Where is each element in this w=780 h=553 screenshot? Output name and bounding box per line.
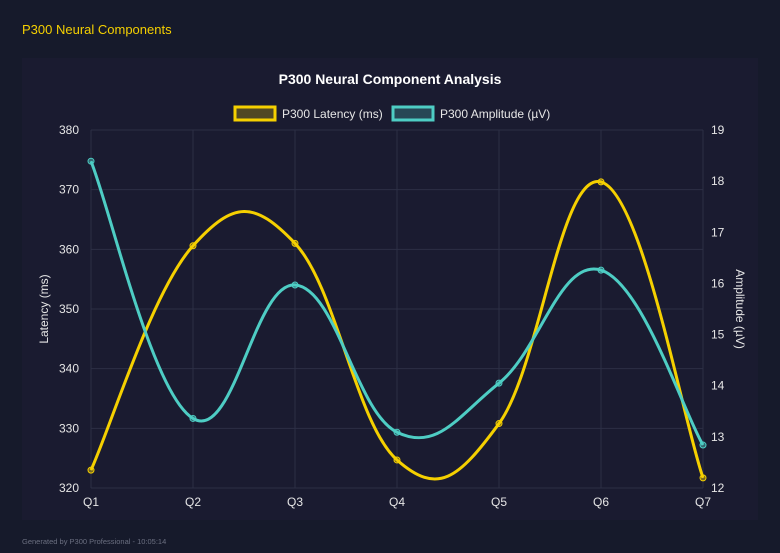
y-left-tick-label: 380 (59, 123, 79, 137)
y-left-tick-label: 330 (59, 421, 79, 435)
y-left-tick-label: 340 (59, 362, 79, 376)
y-left-tick-label: 320 (59, 481, 79, 495)
data-point (495, 420, 503, 428)
data-point (189, 242, 197, 250)
data-point (393, 456, 401, 464)
footer-text: Generated by P300 Professional - 10:05:1… (22, 537, 167, 546)
legend-label: P300 Latency (ms) (282, 107, 383, 121)
x-tick-label: Q6 (593, 495, 609, 509)
y-left-tick-label: 370 (59, 183, 79, 197)
y-left-axis-label: Latency (ms) (37, 274, 51, 343)
x-tick-label: Q7 (695, 495, 711, 509)
legend-swatch (233, 105, 277, 122)
y-right-tick-label: 16 (711, 276, 725, 290)
data-point (597, 178, 605, 186)
data-point (291, 281, 299, 289)
legend-label: P300 Amplitude (µV) (440, 107, 550, 121)
data-point (699, 441, 707, 449)
data-point (699, 474, 707, 482)
y-left-tick-label: 350 (59, 302, 79, 316)
y-right-tick-label: 18 (711, 174, 725, 188)
data-point (87, 466, 95, 474)
y-left-tick-label: 360 (59, 242, 79, 256)
y-right-tick-label: 12 (711, 481, 725, 495)
data-point (597, 266, 605, 274)
y-right-tick-label: 19 (711, 123, 725, 137)
data-point (393, 428, 401, 436)
y-right-tick-label: 14 (711, 379, 725, 393)
x-tick-label: Q2 (185, 495, 201, 509)
data-point (495, 379, 503, 387)
page-title: P300 Neural Components (22, 22, 172, 37)
x-tick-label: Q4 (389, 495, 405, 509)
y-right-tick-label: 15 (711, 328, 725, 342)
x-tick-label: Q3 (287, 495, 303, 509)
data-point (87, 157, 95, 165)
y-right-tick-label: 13 (711, 430, 725, 444)
data-point (291, 239, 299, 247)
legend-swatch (391, 105, 435, 122)
y-right-tick-label: 17 (711, 225, 725, 239)
chart-panel (22, 58, 758, 520)
series-line-latency (89, 180, 705, 481)
chart-title: P300 Neural Component Analysis (279, 71, 502, 87)
x-tick-label: Q5 (491, 495, 507, 509)
x-tick-label: Q1 (83, 495, 99, 509)
data-point (189, 414, 197, 422)
series-line-amplitude (89, 160, 705, 446)
y-right-axis-label: Amplitude (µV) (733, 269, 747, 349)
